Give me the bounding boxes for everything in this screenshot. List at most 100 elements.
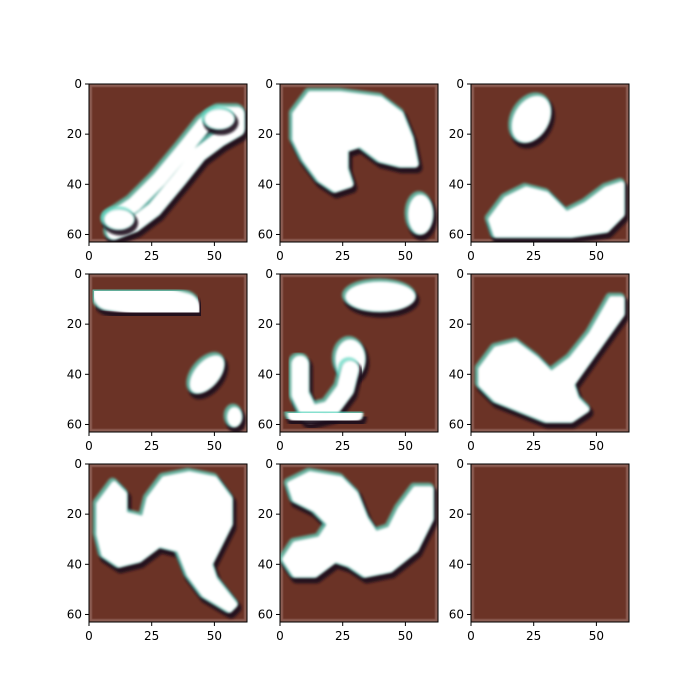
blob-group bbox=[474, 292, 629, 429]
x-tick-label: 50 bbox=[589, 249, 604, 263]
y-tick-label: 20 bbox=[258, 317, 273, 331]
panel-edge-glow bbox=[471, 274, 629, 432]
blob bbox=[488, 181, 625, 238]
y-tick-label: 60 bbox=[449, 607, 464, 621]
panel-edge-glow bbox=[89, 84, 247, 242]
y-tick-label: 0 bbox=[74, 457, 82, 471]
blob bbox=[96, 471, 238, 613]
x-tick-label: 50 bbox=[398, 439, 413, 453]
image-panel: 0 25 50 0 20 40 60 bbox=[449, 267, 630, 453]
panel-edge-glow bbox=[280, 464, 438, 622]
axes-frame bbox=[470, 273, 630, 433]
blob bbox=[345, 281, 416, 312]
x-tick-label: 50 bbox=[398, 629, 413, 643]
y-tick-label: 40 bbox=[258, 557, 273, 571]
panel-edge-glow bbox=[280, 274, 438, 432]
y-tick-label: 20 bbox=[449, 317, 464, 331]
image-panel: 0 25 50 0 20 40 60 bbox=[258, 457, 439, 643]
axes-frame bbox=[279, 83, 439, 243]
blob bbox=[511, 95, 551, 143]
x-tick-label: 25 bbox=[144, 439, 159, 453]
x-tick-label: 50 bbox=[207, 629, 222, 643]
blob-group bbox=[284, 278, 420, 432]
x-tick-label: 50 bbox=[207, 439, 222, 453]
y-tick-label: 0 bbox=[456, 457, 464, 471]
y-tick-label: 20 bbox=[67, 127, 82, 141]
y-tick-label: 40 bbox=[258, 367, 273, 381]
x-tick-label: 0 bbox=[467, 249, 475, 263]
x-tick-label: 50 bbox=[589, 439, 604, 453]
blob bbox=[104, 209, 135, 230]
axes-frame bbox=[88, 273, 248, 433]
x-tick-label: 0 bbox=[85, 439, 93, 453]
x-tick-label: 0 bbox=[276, 249, 284, 263]
y-tick-label: 60 bbox=[258, 227, 273, 241]
blob bbox=[282, 471, 434, 578]
panel-background bbox=[471, 464, 629, 622]
blob bbox=[204, 109, 235, 130]
x-tick-label: 0 bbox=[85, 629, 93, 643]
y-tick-label: 60 bbox=[258, 607, 273, 621]
x-tick-label: 0 bbox=[276, 629, 284, 643]
x-tick-label: 25 bbox=[144, 629, 159, 643]
y-tick-label: 0 bbox=[456, 77, 464, 91]
blob-group bbox=[280, 467, 438, 584]
blob bbox=[287, 406, 363, 427]
y-tick-label: 40 bbox=[67, 367, 82, 381]
blob bbox=[189, 355, 225, 394]
axes-frame bbox=[88, 83, 248, 243]
y-tick-label: 60 bbox=[67, 227, 82, 241]
y-tick-label: 0 bbox=[265, 77, 273, 91]
image-panel: 0 25 50 0 20 40 60 bbox=[67, 267, 248, 453]
y-tick-label: 20 bbox=[449, 507, 464, 521]
axes-frame bbox=[279, 463, 439, 623]
x-tick-label: 25 bbox=[526, 439, 541, 453]
image-panel: 0 25 50 0 20 40 60 bbox=[258, 77, 439, 263]
blob-group bbox=[89, 274, 246, 432]
y-tick-label: 60 bbox=[449, 417, 464, 431]
image-panel: 0 25 50 0 20 40 60 bbox=[67, 457, 248, 643]
blob-group bbox=[92, 467, 242, 619]
x-tick-label: 50 bbox=[207, 249, 222, 263]
y-tick-label: 0 bbox=[265, 267, 273, 281]
axes-frame bbox=[470, 463, 630, 623]
y-tick-label: 20 bbox=[258, 127, 273, 141]
blob bbox=[292, 91, 419, 193]
y-tick-label: 20 bbox=[67, 507, 82, 521]
panel-edge-glow bbox=[471, 464, 629, 622]
y-tick-label: 0 bbox=[74, 267, 82, 281]
y-tick-label: 40 bbox=[449, 367, 464, 381]
x-tick-label: 25 bbox=[526, 249, 541, 263]
panel-edge-glow bbox=[89, 464, 247, 622]
image-panel: 0 25 50 0 20 40 60 bbox=[67, 77, 248, 263]
axes-frame bbox=[88, 463, 248, 623]
y-tick-label: 40 bbox=[449, 177, 464, 191]
y-tick-label: 60 bbox=[449, 227, 464, 241]
y-tick-label: 40 bbox=[449, 557, 464, 571]
image-panel: 0 25 50 0 20 40 60 bbox=[258, 267, 439, 453]
axes-frame bbox=[279, 273, 439, 433]
y-tick-label: 40 bbox=[67, 557, 82, 571]
image-panel: 0 25 50 0 20 40 60 bbox=[449, 457, 630, 643]
y-tick-label: 20 bbox=[258, 507, 273, 521]
image-panel: 0 25 50 0 20 40 60 bbox=[449, 77, 630, 263]
y-tick-label: 60 bbox=[67, 607, 82, 621]
x-tick-label: 0 bbox=[467, 439, 475, 453]
panel-edge-glow bbox=[280, 84, 438, 242]
y-tick-label: 20 bbox=[67, 317, 82, 331]
y-tick-label: 0 bbox=[74, 77, 82, 91]
x-tick-label: 50 bbox=[589, 629, 604, 643]
x-tick-label: 25 bbox=[144, 249, 159, 263]
y-tick-label: 20 bbox=[449, 127, 464, 141]
panel-edge-glow bbox=[89, 274, 247, 432]
blob-group bbox=[288, 87, 437, 241]
x-tick-label: 25 bbox=[335, 439, 350, 453]
y-tick-label: 40 bbox=[258, 177, 273, 191]
blob bbox=[478, 296, 625, 423]
y-tick-label: 0 bbox=[456, 267, 464, 281]
y-tick-label: 40 bbox=[67, 177, 82, 191]
x-tick-label: 0 bbox=[276, 439, 284, 453]
x-tick-label: 0 bbox=[467, 629, 475, 643]
